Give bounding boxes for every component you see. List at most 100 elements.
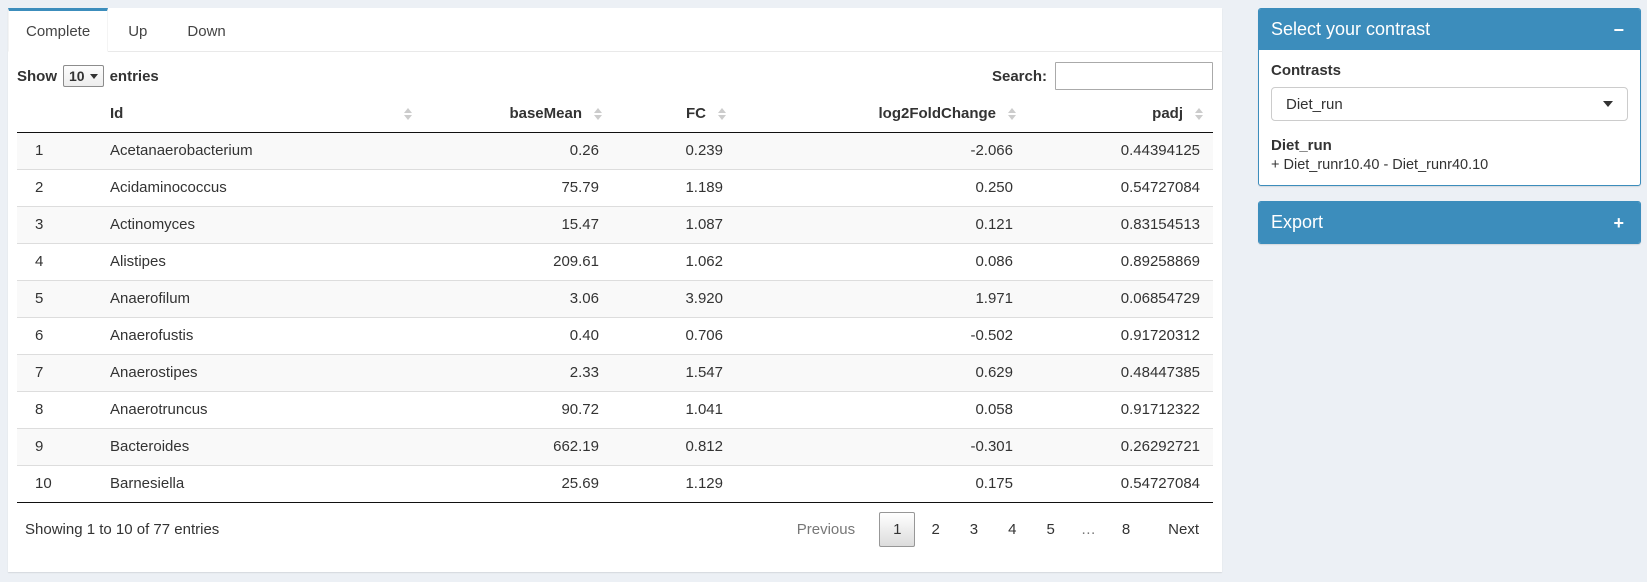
table-row[interactable]: 8 Anaerotruncus 90.72 1.041 0.058 0.91712322 bbox=[17, 391, 1213, 429]
pagination-page-4[interactable]: 4 bbox=[1008, 521, 1017, 538]
cell-basemean: 75.79 bbox=[422, 169, 612, 207]
table-row[interactable]: 5 Anaerofilum 3.06 3.920 1.971 0.06854729 bbox=[17, 280, 1213, 318]
row-index: 3 bbox=[17, 206, 92, 244]
column-header-id[interactable]: Id bbox=[92, 96, 422, 133]
tab-down[interactable]: Down bbox=[187, 23, 226, 40]
table-row[interactable]: 6 Anaerofustis 0.40 0.706 -0.502 0.91720312 bbox=[17, 317, 1213, 355]
cell-fc: 3.920 bbox=[612, 280, 736, 318]
collapse-minus-icon[interactable]: − bbox=[1613, 19, 1624, 40]
tab-content: Show 10 entries Search: bbox=[8, 61, 1222, 551]
cell-id: Alistipes bbox=[92, 243, 422, 281]
column-header-fc[interactable]: FC bbox=[612, 96, 736, 133]
table-row[interactable]: 3 Actinomyces 15.47 1.087 0.121 0.83154513 bbox=[17, 206, 1213, 244]
cell-basemean: 90.72 bbox=[422, 391, 612, 429]
cell-id: Barnesiella bbox=[92, 465, 422, 503]
cell-fc: 1.547 bbox=[612, 354, 736, 392]
cell-padj: 0.26292721 bbox=[1026, 428, 1213, 466]
cell-fc: 0.706 bbox=[612, 317, 736, 355]
contrast-box-header: Select your contrast − bbox=[1259, 9, 1640, 50]
cell-fc: 1.189 bbox=[612, 169, 736, 207]
cell-padj: 0.44394125 bbox=[1026, 132, 1213, 170]
cell-id: Anaerofustis bbox=[92, 317, 422, 355]
cell-log2foldchange: 0.086 bbox=[736, 243, 1026, 281]
tab-up[interactable]: Up bbox=[128, 23, 148, 40]
pagination-page-8[interactable]: 8 bbox=[1121, 521, 1131, 538]
table-header-row: Id baseMean FC log2FoldChange bbox=[17, 96, 1213, 133]
pagination-previous[interactable]: Previous bbox=[796, 521, 856, 538]
cell-id: Anaerostipes bbox=[92, 354, 422, 392]
column-header-log2foldchange[interactable]: log2FoldChange bbox=[736, 96, 1026, 133]
sidebar: Select your contrast − Contrasts Diet_ru… bbox=[1258, 8, 1641, 259]
cell-log2foldchange: -2.066 bbox=[736, 132, 1026, 170]
contrast-select-value: Diet_run bbox=[1286, 95, 1343, 113]
cell-log2foldchange: 0.250 bbox=[736, 169, 1026, 207]
contrast-box: Select your contrast − Contrasts Diet_ru… bbox=[1258, 8, 1641, 186]
table-info: Showing 1 to 10 of 77 entries bbox=[25, 521, 220, 538]
sort-icon bbox=[594, 107, 602, 120]
column-header-padj[interactable]: padj bbox=[1026, 96, 1213, 133]
search-input[interactable] bbox=[1055, 62, 1213, 90]
row-index: 7 bbox=[17, 354, 92, 392]
row-index: 4 bbox=[17, 243, 92, 281]
results-table: Id baseMean FC log2FoldChange bbox=[17, 96, 1213, 503]
table-row[interactable]: 9 Bacteroides 662.19 0.812 -0.301 0.26292721 bbox=[17, 428, 1213, 466]
cell-log2foldchange: -0.502 bbox=[736, 317, 1026, 355]
sort-icon bbox=[404, 107, 412, 120]
cell-padj: 0.06854729 bbox=[1026, 280, 1213, 318]
contrast-select[interactable]: Diet_run bbox=[1271, 87, 1628, 121]
contrast-box-body: Contrasts Diet_run Diet_run + Diet_runr1… bbox=[1259, 50, 1640, 185]
contrasts-label: Contrasts bbox=[1271, 62, 1342, 79]
export-box-title: Export bbox=[1271, 212, 1324, 232]
contrast-formula: + Diet_runr10.40 - Diet_runr40.10 bbox=[1271, 157, 1489, 173]
expand-plus-icon[interactable]: + bbox=[1613, 212, 1624, 233]
table-row[interactable]: 1 Acetanaerobacterium 0.26 0.239 -2.066 0.443… bbox=[17, 132, 1213, 170]
pagination-page-1[interactable]: 1 bbox=[879, 512, 916, 547]
row-index: 1 bbox=[17, 132, 92, 170]
cell-id: Anaerofilum bbox=[92, 280, 422, 318]
caret-down-icon bbox=[1603, 101, 1613, 107]
page-length-value: 10 bbox=[69, 68, 85, 84]
sort-icon bbox=[718, 107, 726, 120]
export-box-header: Export + bbox=[1259, 202, 1640, 243]
cell-id: Acetanaerobacterium bbox=[92, 132, 422, 170]
entries-label: entries bbox=[109, 67, 159, 85]
table-row[interactable]: 2 Acidaminococcus 75.79 1.189 0.250 0.5472708… bbox=[17, 169, 1213, 207]
cell-padj: 0.91720312 bbox=[1026, 317, 1213, 355]
row-index: 2 bbox=[17, 169, 92, 207]
cell-basemean: 0.26 bbox=[422, 132, 612, 170]
row-index: 9 bbox=[17, 428, 92, 466]
pagination-page-2[interactable]: 2 bbox=[931, 521, 940, 538]
pagination-ellipsis: … bbox=[1080, 521, 1096, 538]
column-header-basemean[interactable]: baseMean bbox=[422, 96, 612, 133]
page-length-control: Show 10 entries bbox=[17, 65, 159, 87]
cell-fc: 1.129 bbox=[612, 465, 736, 503]
cell-log2foldchange: 0.121 bbox=[736, 206, 1026, 244]
cell-padj: 0.83154513 bbox=[1026, 206, 1213, 244]
column-header-index[interactable] bbox=[17, 96, 92, 133]
contrast-name: Diet_run bbox=[1271, 137, 1332, 154]
pagination-next[interactable]: Next bbox=[1168, 521, 1199, 538]
table-row[interactable]: 10 Barnesiella 25.69 1.129 0.175 0.54727084 bbox=[17, 465, 1213, 503]
cell-padj: 0.54727084 bbox=[1026, 465, 1213, 503]
cell-log2foldchange: 0.629 bbox=[736, 354, 1026, 392]
pagination-page-5[interactable]: 5 bbox=[1046, 521, 1055, 538]
cell-basemean: 662.19 bbox=[422, 428, 612, 466]
table-row[interactable]: 7 Anaerostipes 2.33 1.547 0.629 0.48447385 bbox=[17, 354, 1213, 392]
cell-basemean: 2.33 bbox=[422, 354, 612, 392]
row-index: 10 bbox=[17, 465, 92, 503]
cell-log2foldchange: -0.301 bbox=[736, 428, 1026, 466]
cell-log2foldchange: 0.175 bbox=[736, 465, 1026, 503]
cell-basemean: 25.69 bbox=[422, 465, 612, 503]
tab-bar: Complete Up Down bbox=[8, 8, 1222, 52]
cell-fc: 1.087 bbox=[612, 206, 736, 244]
row-index: 6 bbox=[17, 317, 92, 355]
page-length-select[interactable]: 10 bbox=[63, 65, 104, 87]
cell-id: Anaerotruncus bbox=[92, 391, 422, 429]
cell-fc: 1.062 bbox=[612, 243, 736, 281]
pagination-page-3[interactable]: 3 bbox=[969, 521, 979, 538]
sort-icon bbox=[1008, 107, 1016, 120]
show-label: Show bbox=[17, 67, 57, 85]
table-row[interactable]: 4 Alistipes 209.61 1.062 0.086 0.89258869 bbox=[17, 243, 1213, 281]
tab-complete[interactable]: Complete bbox=[8, 8, 109, 52]
contrast-box-title: Select your contrast bbox=[1271, 19, 1431, 39]
